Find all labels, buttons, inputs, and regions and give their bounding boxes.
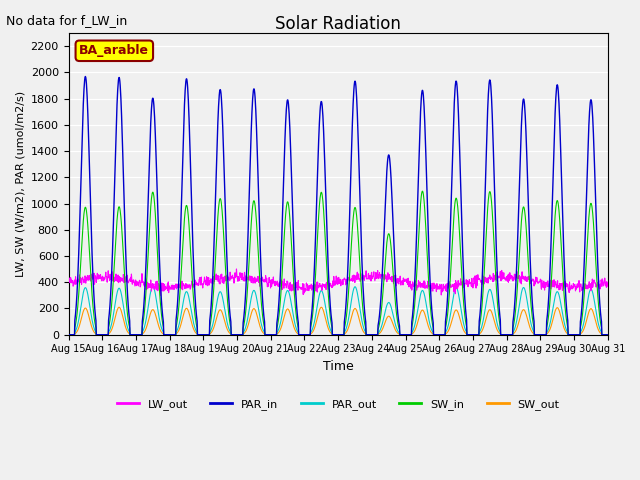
Title: Solar Radiation: Solar Radiation <box>275 15 401 33</box>
Y-axis label: LW, SW (W/m2), PAR (umol/m2/s): LW, SW (W/m2), PAR (umol/m2/s) <box>15 91 25 277</box>
Text: BA_arable: BA_arable <box>79 44 149 57</box>
Text: No data for f_LW_in: No data for f_LW_in <box>6 14 127 27</box>
Legend: LW_out, PAR_in, PAR_out, SW_in, SW_out: LW_out, PAR_in, PAR_out, SW_in, SW_out <box>112 395 564 414</box>
X-axis label: Time: Time <box>323 360 353 373</box>
